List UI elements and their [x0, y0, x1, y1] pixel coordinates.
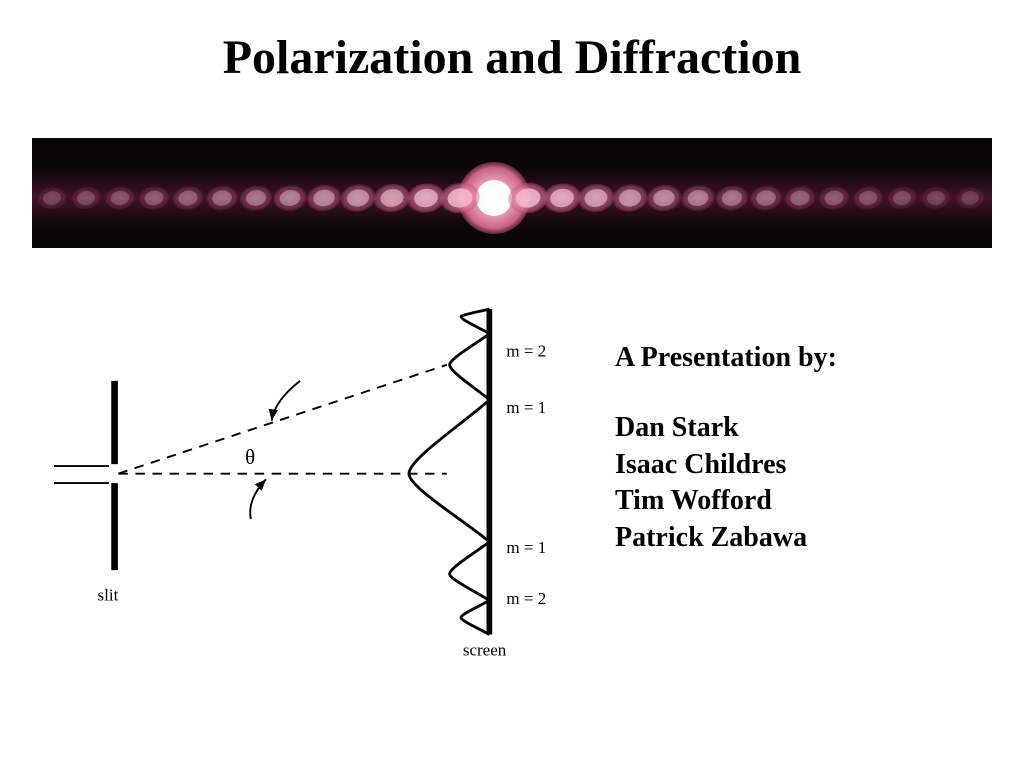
slit-diffraction-diagram: θ slit screen m = 2 m = 1 m = 1 m = 2 — [54, 295, 584, 675]
author-name: Patrick Zabawa — [615, 520, 995, 556]
diffraction-photo-banner — [32, 138, 992, 248]
credits-block: A Presentation by: Dan StarkIsaac Childr… — [615, 340, 995, 556]
svg-text:m = 1: m = 1 — [506, 538, 546, 557]
svg-text:screen: screen — [463, 640, 507, 659]
author-name: Tim Wofford — [615, 483, 995, 519]
svg-text:m = 1: m = 1 — [506, 398, 546, 417]
svg-text:m = 2: m = 2 — [506, 341, 546, 360]
page-title: Polarization and Diffraction — [0, 30, 1024, 85]
author-name: Isaac Childres — [615, 447, 995, 483]
svg-text:m = 2: m = 2 — [506, 589, 546, 608]
author-name: Dan Stark — [615, 410, 995, 446]
credits-heading: A Presentation by: — [615, 340, 995, 376]
svg-text:θ: θ — [245, 445, 255, 469]
svg-text:slit: slit — [98, 585, 119, 604]
